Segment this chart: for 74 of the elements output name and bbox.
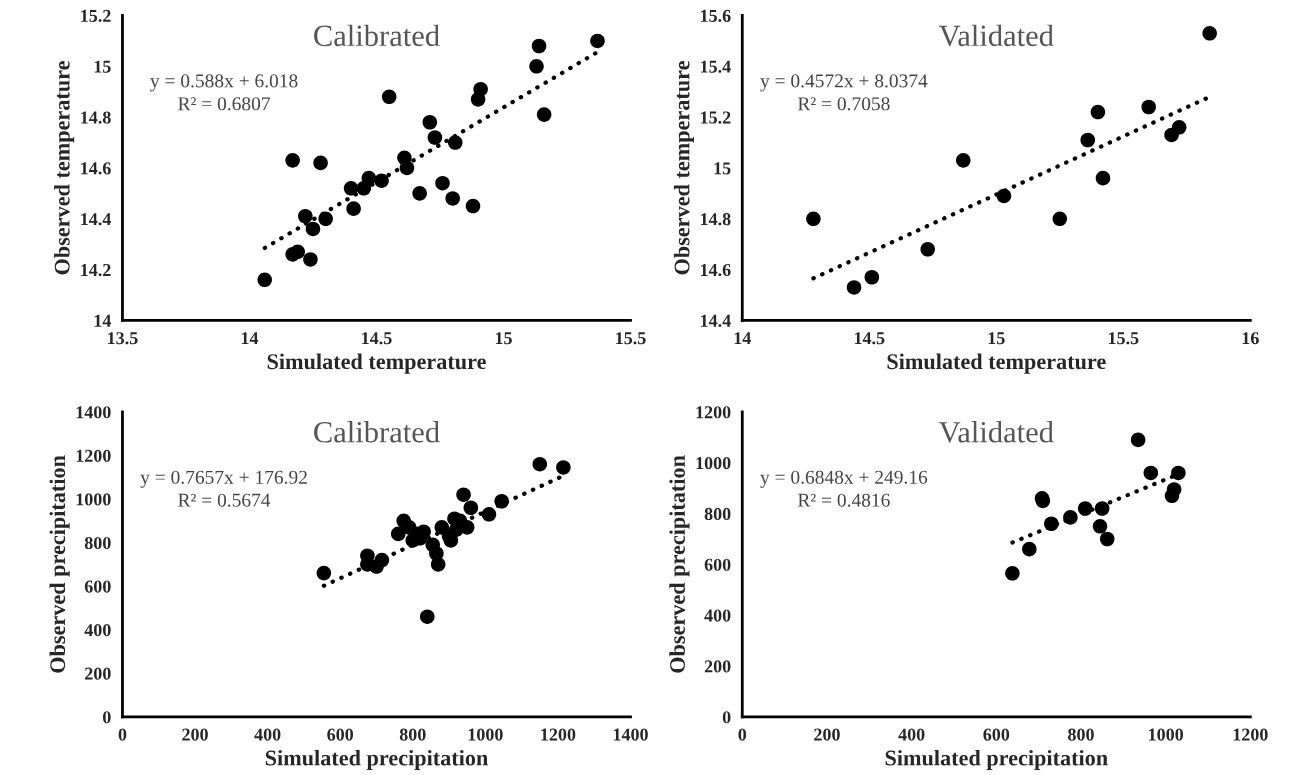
x-tick-label: 200 [814, 728, 840, 741]
x-axis-title: Simulated precipitation [885, 749, 1108, 771]
annotation: y = 0.7657x + 176.92 [140, 470, 307, 488]
y-tick-label: 14.2 [81, 263, 111, 277]
y-tick-label: 1000 [696, 457, 731, 470]
y-tick-label: 600 [84, 580, 111, 593]
x-tick-label: 1200 [541, 728, 576, 741]
y-tick-label: 14.8 [701, 213, 731, 226]
x-tick-label: 0 [118, 728, 127, 741]
y-tick-label: 14.6 [81, 162, 111, 175]
x-tick-label: 15.5 [1108, 332, 1139, 345]
annotation: R² = 0.5674 [178, 493, 271, 507]
x-tick-label: 600 [983, 728, 1010, 741]
y-tick-label: 15 [94, 60, 111, 73]
x-tick-label: 400 [898, 728, 925, 741]
y-tick-label: 400 [84, 624, 111, 637]
x-tick-label: 1000 [1149, 728, 1184, 741]
annotation: y = 0.6848x + 249.16 [760, 470, 928, 488]
y-tick-label: 15.2 [701, 111, 731, 124]
chart-title: Validated [938, 421, 1054, 443]
y-tick-label: 800 [84, 536, 111, 550]
y-tick-label: 0 [722, 711, 731, 724]
y-tick-label: 14 [94, 314, 112, 327]
annotation: R² = 0.4816 [797, 493, 890, 507]
x-tick-label: 1400 [613, 728, 648, 741]
x-tick-label: 1200 [1233, 728, 1268, 741]
y-tick-label: 1200 [696, 406, 731, 419]
y-tick-label: 400 [704, 609, 731, 622]
x-tick-label: 400 [254, 728, 281, 741]
x-axis-title: Simulated temperature [887, 353, 1106, 374]
y-tick-label: 14.4 [81, 213, 112, 226]
x-axis-title: Simulated precipitation [265, 749, 488, 771]
x-tick-label: 200 [182, 728, 208, 741]
y-tick-label: 600 [704, 558, 731, 571]
x-tick-label: 15 [988, 332, 1005, 345]
y-tick-label: 1400 [76, 406, 111, 419]
x-tick-label: 14 [241, 332, 259, 345]
y-tick-label: 800 [704, 507, 731, 521]
annotation: R² = 0.6807 [178, 97, 270, 111]
annotation: R² = 0.7058 [797, 97, 890, 111]
y-axis-title: Observed precipitation [49, 455, 70, 673]
x-tick-label: 800 [399, 728, 426, 741]
y-tick-label: 14.6 [701, 263, 731, 277]
x-tick-label: 1000 [468, 728, 503, 741]
y-tick-label: 1000 [76, 493, 111, 506]
x-axis-title: Simulated temperature [267, 353, 486, 374]
y-tick-label: 14.8 [81, 111, 111, 124]
chart-title: Calibrated [314, 421, 440, 443]
y-tick-label: 14.4 [701, 314, 731, 327]
y-tick-label: 15.6 [701, 9, 731, 23]
x-tick-label: 16 [1242, 332, 1259, 345]
x-tick-label: 15.5 [616, 332, 646, 345]
y-axis-title: Observed precipitation [669, 455, 690, 673]
y-tick-label: 15 [714, 162, 731, 175]
annotation: y = 0.4572x + 8.0374 [760, 74, 928, 92]
y-tick-label: 1200 [76, 449, 111, 462]
x-tick-label: 800 [1068, 728, 1094, 741]
chart-title: Calibrated [314, 24, 440, 47]
y-tick-label: 200 [704, 660, 731, 673]
x-tick-label: 13.5 [108, 332, 138, 345]
y-tick-label: 0 [103, 711, 111, 724]
x-tick-label: 600 [327, 728, 354, 741]
x-tick-label: 14.5 [362, 332, 392, 345]
y-tick-label: 15.2 [81, 9, 111, 23]
y-axis-title: Observed temperature [54, 61, 75, 275]
chart-title: Validated [938, 24, 1054, 47]
y-tick-label: 15.4 [701, 60, 731, 73]
x-tick-label: 14 [734, 332, 751, 345]
y-tick-label: 200 [85, 667, 111, 680]
x-tick-label: 15 [495, 332, 512, 345]
x-tick-label: 0 [738, 728, 747, 741]
y-axis-title: Observed temperature [673, 61, 695, 275]
x-tick-label: 14.5 [854, 332, 885, 345]
annotation: y = 0.588x + 6.018 [150, 74, 298, 92]
